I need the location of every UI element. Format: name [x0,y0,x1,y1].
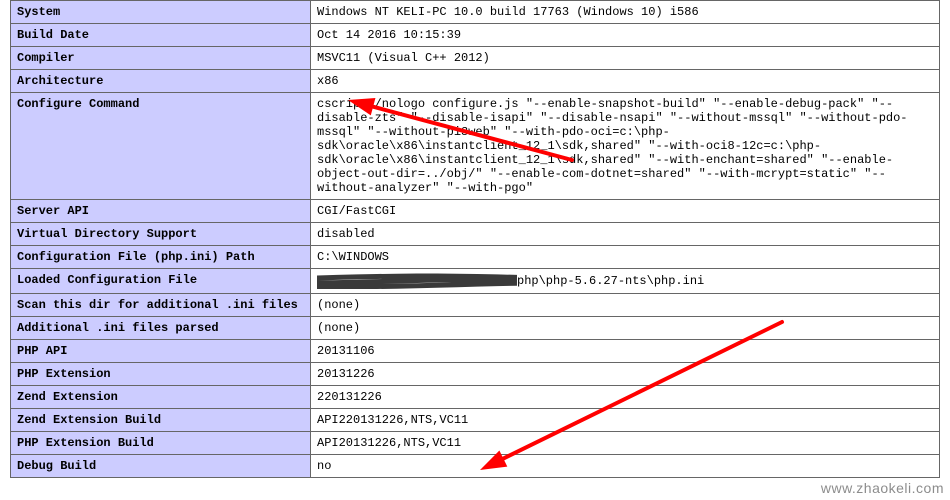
table-row: Zend Extension220131226 [11,386,940,409]
row-label: Configure Command [11,93,311,200]
row-value: API220131226,NTS,VC11 [311,409,940,432]
row-value: (none) [311,294,940,317]
table-row: PHP Extension20131226 [11,363,940,386]
row-value: (none) [311,317,940,340]
row-value: C:\WINDOWS [311,246,940,269]
table-row: Server APICGI/FastCGI [11,200,940,223]
row-label: Debug Build [11,455,311,478]
table-row: PHP Extension BuildAPI20131226,NTS,VC11 [11,432,940,455]
row-value: 20131106 [311,340,940,363]
table-row: Zend Extension BuildAPI220131226,NTS,VC1… [11,409,940,432]
row-value: cscript /nologo configure.js "--enable-s… [311,93,940,200]
row-label: Build Date [11,24,311,47]
table-row: Additional .ini files parsed(none) [11,317,940,340]
row-value: disabled [311,223,940,246]
phpinfo-table: SystemWindows NT KELI-PC 10.0 build 1776… [10,0,940,478]
table-row: SystemWindows NT KELI-PC 10.0 build 1776… [11,1,940,24]
table-row: Virtual Directory Supportdisabled [11,223,940,246]
watermark-text: www.zhaokeli.com [821,480,944,496]
row-label: Loaded Configuration File [11,269,311,294]
row-value: no [311,455,940,478]
table-row: Debug Buildno [11,455,940,478]
row-label: PHP Extension Build [11,432,311,455]
row-value: MSVC11 (Visual C++ 2012) [311,47,940,70]
table-row: Configuration File (php.ini) PathC:\WIND… [11,246,940,269]
row-value: Windows NT KELI-PC 10.0 build 17763 (Win… [311,1,940,24]
row-label: Configuration File (php.ini) Path [11,246,311,269]
table-row: Loaded Configuration File php\php-5.6.27-… [11,269,940,294]
row-label: PHP Extension [11,363,311,386]
row-value: x86 [311,70,940,93]
row-value: 20131226 [311,363,940,386]
row-value: CGI/FastCGI [311,200,940,223]
row-label: Additional .ini files parsed [11,317,311,340]
table-row: Architecturex86 [11,70,940,93]
row-value: 220131226 [311,386,940,409]
row-label: Virtual Directory Support [11,223,311,246]
row-label: Architecture [11,70,311,93]
table-row: CompilerMSVC11 (Visual C++ 2012) [11,47,940,70]
row-label: System [11,1,311,24]
row-value-suffix: php\php-5.6.27-nts\php.ini [517,274,704,288]
row-label: PHP API [11,340,311,363]
row-label: Compiler [11,47,311,70]
row-label: Scan this dir for additional .ini files [11,294,311,317]
row-value: Oct 14 2016 10:15:39 [311,24,940,47]
row-label: Zend Extension [11,386,311,409]
redacted-scribble [317,273,517,289]
table-row: Build DateOct 14 2016 10:15:39 [11,24,940,47]
row-value: API20131226,NTS,VC11 [311,432,940,455]
row-label: Zend Extension Build [11,409,311,432]
table-row: Scan this dir for additional .ini files(… [11,294,940,317]
table-row: PHP API20131106 [11,340,940,363]
table-row: Configure Commandcscript /nologo configu… [11,93,940,200]
row-label: Server API [11,200,311,223]
row-value: php\php-5.6.27-nts\php.ini [311,269,940,294]
